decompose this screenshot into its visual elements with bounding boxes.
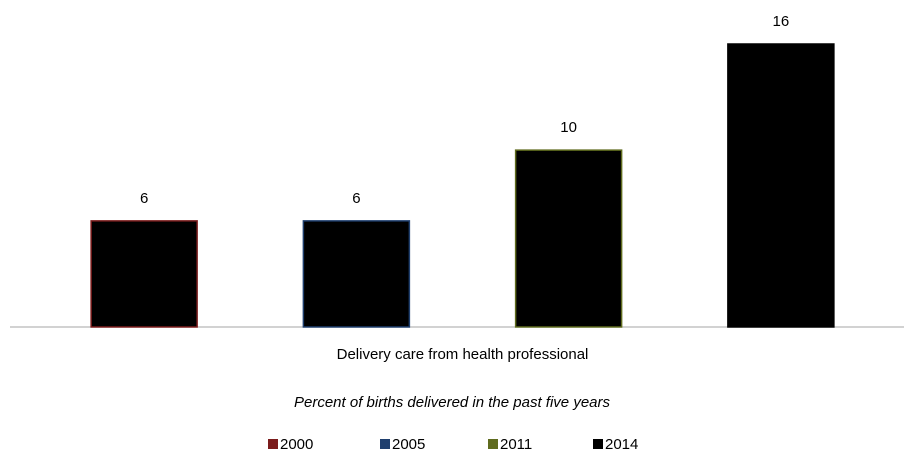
legend-swatch [488, 439, 498, 449]
legend-label: 2000 [280, 436, 313, 453]
legend-label: 2005 [392, 436, 425, 453]
bar [514, 149, 623, 328]
bar [90, 220, 198, 328]
value-label: 10 [560, 119, 577, 136]
legend-swatch [380, 439, 390, 449]
value-label: 6 [140, 190, 148, 207]
legend-label: 2011 [500, 436, 532, 453]
chart-subtitle: Percent of births delivered in the past … [294, 394, 610, 411]
legend-swatch [593, 439, 603, 449]
category-label: Delivery care from health professional [337, 346, 589, 363]
bar [727, 43, 835, 328]
legend-swatch [268, 439, 278, 449]
bar [302, 220, 411, 328]
value-label: 6 [352, 190, 360, 207]
value-label: 16 [773, 13, 790, 30]
legend-label: 2014 [605, 436, 638, 453]
